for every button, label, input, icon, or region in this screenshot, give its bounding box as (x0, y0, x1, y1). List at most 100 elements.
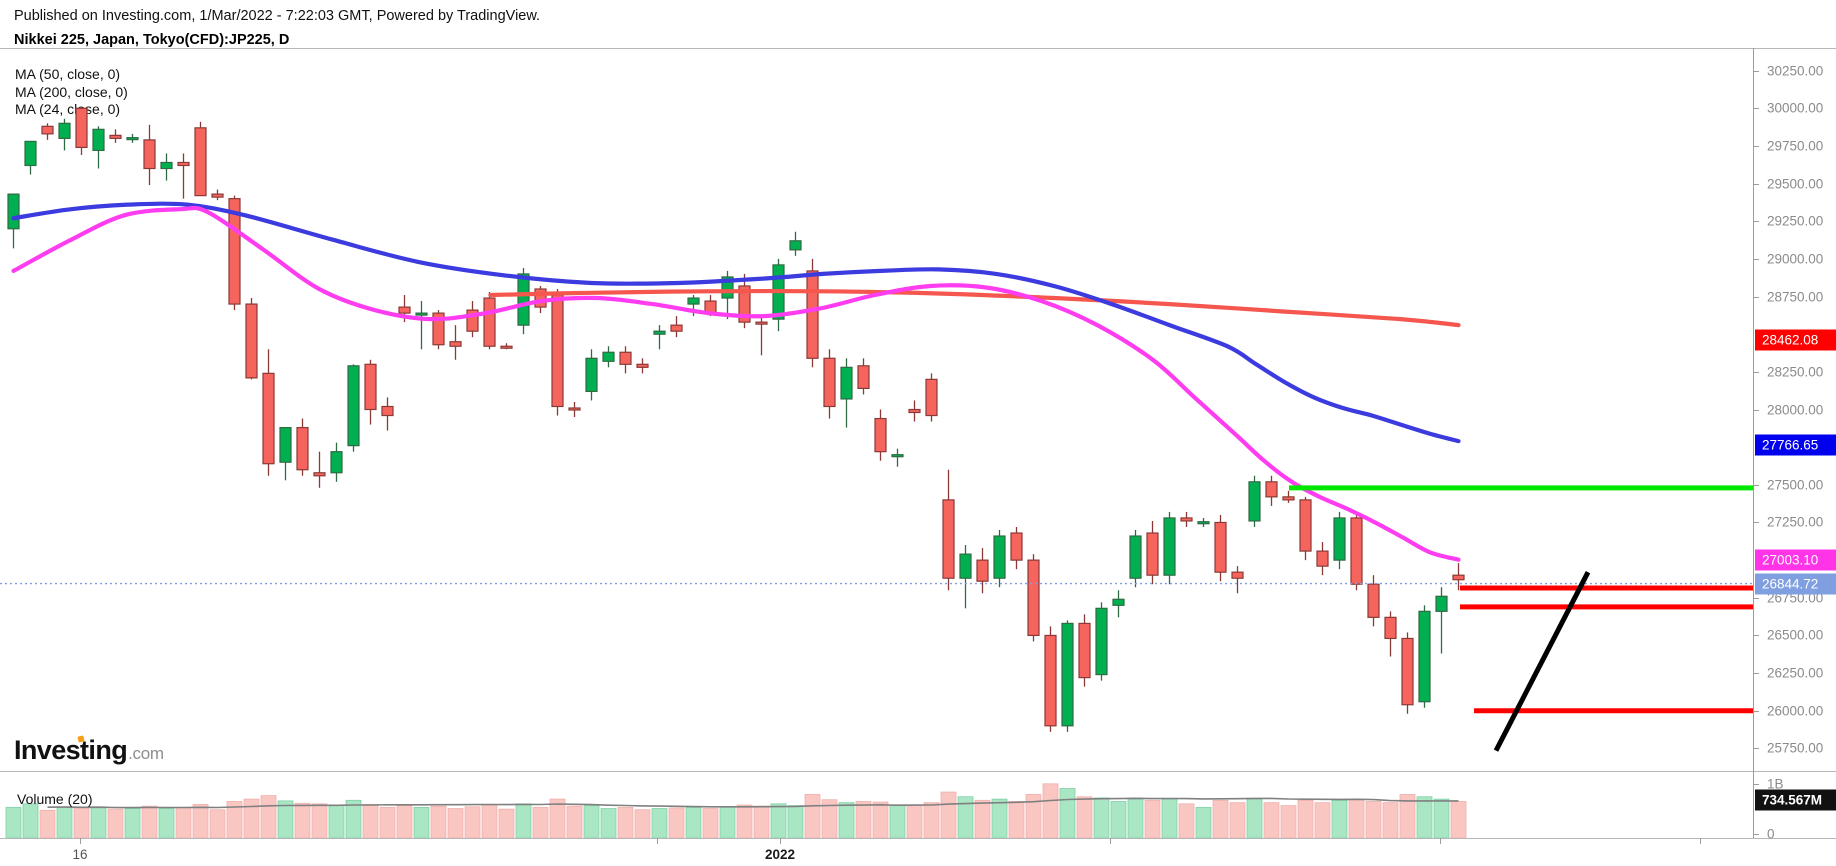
volume-bar (957, 796, 974, 838)
volume-bar (260, 795, 277, 838)
price-tick-label: 29250.00 (1767, 213, 1824, 229)
volume-bar (685, 806, 702, 838)
price-axis[interactable]: 30250.00 30000.00 29750.00 29500.00 29250.00… (1753, 48, 1836, 771)
volume-bar (430, 805, 447, 838)
volume-bar (107, 808, 124, 838)
volume-bar (1229, 802, 1246, 838)
price-chart-pane[interactable] (0, 48, 1753, 771)
volume-axis[interactable]: 1B 0 734.567M (1753, 776, 1836, 842)
volume-bar (39, 809, 56, 838)
volume-bar (481, 804, 498, 838)
ma-legend-item-50[interactable]: MA (50, close, 0) (15, 66, 121, 82)
time-tick-mark (1700, 838, 1701, 844)
volume-bar (1382, 802, 1399, 838)
ma-legend-item-24[interactable]: MA (24, close, 0) (15, 101, 121, 117)
price-tick-mark (1753, 221, 1759, 223)
volume-bar (243, 798, 260, 838)
volume-bar (583, 805, 600, 838)
price-tick-mark (1753, 748, 1759, 750)
price-tick-mark (1753, 484, 1759, 486)
volume-bar (1365, 801, 1382, 838)
price-tick-mark (1753, 409, 1759, 411)
volume-bar (719, 806, 736, 838)
volume-bar (277, 800, 294, 838)
logo-tld: .com (128, 744, 164, 763)
price-volume-separator (0, 771, 1836, 772)
volume-bar (73, 807, 90, 838)
ma-legend-item-200[interactable]: MA (200, close, 0) (15, 83, 128, 100)
volume-bar (447, 808, 464, 838)
volume-bar (1178, 803, 1195, 838)
volume-bar (22, 803, 39, 838)
volume-bar (634, 809, 651, 838)
candles-group (7, 106, 1465, 732)
volume-bar (1144, 799, 1161, 838)
time-tick-mark (1440, 838, 1441, 844)
volume-bar (770, 803, 787, 838)
price-tick-label: 26750.00 (1767, 590, 1824, 606)
time-tick-mark (80, 838, 81, 844)
volume-bar (362, 804, 379, 838)
price-tick-mark (1753, 371, 1759, 373)
volume-bar (600, 808, 617, 838)
volume-tick-label: 0 (1767, 826, 1775, 842)
ma50-price-badge[interactable]: 27766.65 (1755, 434, 1836, 456)
volume-bar (940, 791, 957, 838)
volume-bar (1416, 796, 1433, 838)
volume-bar (532, 806, 549, 838)
price-tick-label: 27500.00 (1767, 477, 1824, 493)
price-tick-mark (1753, 183, 1759, 185)
volume-bar (549, 798, 566, 838)
volume-bar (141, 805, 158, 838)
volume-chart-pane[interactable] (0, 776, 1753, 838)
volume-bar (1314, 802, 1331, 838)
time-tick-mark (780, 838, 781, 844)
volume-legend-label[interactable]: Volume (20) (17, 791, 93, 807)
price-tick-mark (1753, 635, 1759, 637)
volume-bar (1161, 798, 1178, 838)
price-tick-label: 27250.00 (1767, 514, 1824, 530)
volume-bar (498, 808, 515, 838)
price-tick-mark (1753, 258, 1759, 260)
time-tick-mark (657, 838, 658, 844)
price-tick-label: 26250.00 (1767, 665, 1824, 681)
volume-bar (1280, 805, 1297, 838)
volume-bar (1127, 798, 1144, 838)
price-tick-mark (1753, 108, 1759, 110)
volume-bars-svg (5, 783, 1467, 838)
price-tick-label: 30250.00 (1767, 63, 1824, 79)
volume-bar (651, 808, 668, 838)
volume-tick-mark (1753, 784, 1759, 785)
ma200-price-badge[interactable]: 28462.08 (1755, 329, 1836, 351)
ma24-price-badge[interactable]: 27003.10 (1755, 549, 1836, 571)
trendline-black (1493, 571, 1591, 752)
volume-bar (991, 798, 1008, 838)
volume-value-badge[interactable]: 734.567M (1755, 789, 1836, 811)
price-tick-label: 30000.00 (1767, 100, 1824, 116)
price-tick-mark (1753, 673, 1759, 675)
volume-bar (889, 805, 906, 838)
ma-50-line (11, 201, 1461, 444)
volume-bar (566, 805, 583, 838)
volume-bar (158, 808, 175, 838)
logo-orange-dot-icon (76, 735, 85, 743)
volume-bar (838, 802, 855, 838)
volume-bar (226, 801, 243, 838)
volume-bar (617, 806, 634, 838)
volume-bar (396, 805, 413, 838)
price-tick-mark (1753, 70, 1759, 72)
price-tick-label: 25750.00 (1767, 740, 1824, 756)
volume-bar (1110, 801, 1127, 838)
time-tick-label: 2022 (764, 847, 796, 862)
price-tick-label: 29750.00 (1767, 138, 1824, 154)
volume-bar (294, 802, 311, 838)
volume-bar (855, 801, 872, 838)
investing-com-logo: Investing .com (14, 735, 164, 765)
volume-bar (736, 804, 753, 838)
volume-bar (56, 806, 73, 838)
time-axis[interactable]: 16 2022 (0, 838, 1753, 866)
volume-bar (974, 799, 991, 838)
volume-bar (872, 801, 889, 838)
price-tick-mark (1753, 597, 1759, 599)
last-price-badge[interactable]: 26844.72 (1755, 573, 1836, 594)
